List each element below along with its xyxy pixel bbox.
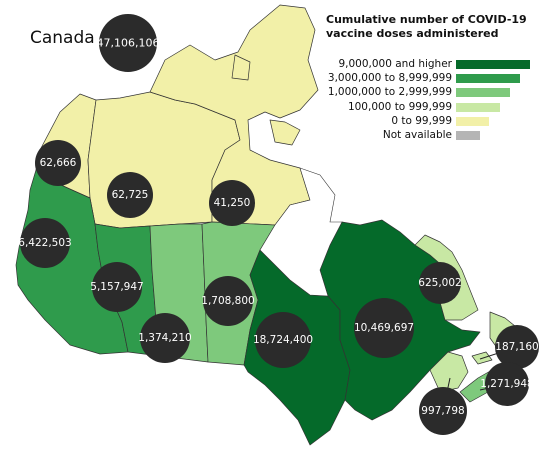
dose-bubble: 18,724,400 [253, 312, 313, 368]
bubble-value: 6,422,503 [18, 237, 71, 249]
dose-bubble: 187,160 [495, 325, 539, 369]
bubble-value: 1,271,948 [480, 378, 533, 390]
bubble-value: 62,666 [40, 157, 77, 169]
legend-item: Not available [300, 128, 530, 142]
legend-title: Cumulative number of COVID-19 vaccine do… [326, 13, 527, 40]
bubble-value: 187,160 [495, 341, 538, 353]
legend-swatch [456, 74, 520, 84]
dose-bubble: 1,708,800 [201, 276, 255, 326]
dose-bubble: 10,469,697 [354, 298, 414, 358]
bubble-layer: 47,106,106 62,666 62,725 41,250 6,422,503 5,1… [18, 14, 539, 435]
bubble-circle [485, 362, 529, 406]
dose-bubble: 62,725 [107, 172, 153, 218]
dose-bubble: 47,106,106 [97, 14, 160, 72]
bubble-value: 41,250 [214, 197, 251, 209]
bubble-value: 997,798 [421, 405, 464, 417]
bubble-value: 10,469,697 [354, 322, 414, 334]
legend-label: 9,000,000 and higher [338, 58, 452, 70]
bubble-circle [203, 276, 253, 326]
legend-item: 9,000,000 and higher [300, 57, 530, 71]
bubble-circle [20, 218, 70, 268]
region-nunavut-island [269, 119, 301, 146]
legend-item: 1,000,000 to 2,999,999 [300, 85, 530, 99]
legend-swatch [456, 88, 511, 98]
bubble-circle [107, 172, 153, 218]
legend-swatch [456, 116, 490, 126]
bubble-value: 62,725 [112, 189, 149, 201]
legend-item: 3,000,000 to 8,999,999 [300, 71, 530, 85]
legend-label: 1,000,000 to 2,999,999 [327, 86, 452, 99]
bubble-circle [255, 312, 311, 368]
region-nunavut [149, 4, 319, 226]
dose-bubble: 5,157,947 [90, 262, 144, 312]
legend-label: 0 to 99,999 [391, 114, 452, 127]
bubble-value: 5,157,947 [90, 281, 143, 293]
bubble-circle [419, 387, 467, 435]
legend-item: 100,000 to 999,999 [300, 100, 530, 114]
region-british-columbia [15, 169, 129, 355]
legend-label: Not available [382, 128, 452, 141]
bubble-circle [354, 298, 414, 358]
bubble-circle [419, 262, 461, 304]
dose-bubble: 6,422,503 [18, 218, 72, 268]
dose-bubble: 62,666 [35, 140, 81, 186]
country-label: Canada [30, 28, 95, 48]
bubble-circle [495, 325, 539, 369]
hudson-bay [259, 167, 343, 297]
legend-swatch [456, 102, 500, 112]
legend-swatch [456, 130, 480, 140]
bubble-circle [140, 313, 190, 363]
bubble-value: 18,724,400 [253, 334, 313, 346]
bubble-value: 47,106,106 [97, 37, 160, 50]
bubble-value: 1,708,800 [201, 295, 254, 307]
bubble-circle [92, 262, 142, 312]
bubble-circle [99, 14, 157, 72]
bubble-circle [35, 140, 81, 186]
legend-label: 100,000 to 999,999 [347, 100, 452, 113]
legend-item: 0 to 99,999 [300, 114, 530, 128]
legend: 9,000,000 and higher 3,000,000 to 8,999,9… [300, 57, 530, 142]
dose-bubble: 625,002 [418, 262, 462, 304]
bubble-value: 625,002 [418, 277, 461, 289]
dose-bubble: 41,250 [209, 180, 255, 226]
region-nunavut-island [231, 54, 251, 81]
legend-swatch [456, 60, 530, 69]
bubble-circle [209, 180, 255, 226]
dose-bubble: 1,374,210 [138, 313, 192, 363]
dose-bubble: 997,798 [419, 387, 467, 435]
bubble-value: 1,374,210 [138, 332, 191, 344]
dose-bubble: 1,271,948 [480, 362, 534, 406]
legend-label: 3,000,000 to 8,999,999 [327, 72, 452, 85]
